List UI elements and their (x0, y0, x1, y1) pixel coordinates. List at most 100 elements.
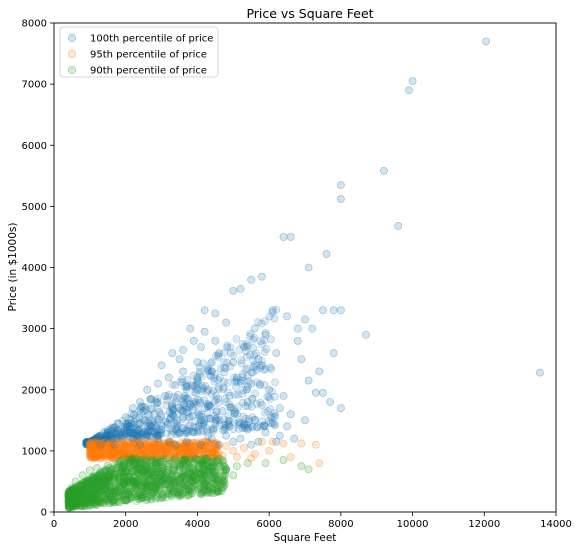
cloud-point (150, 448, 159, 457)
cloud-point (86, 437, 95, 446)
data-point (96, 454, 105, 463)
cloud-point (212, 440, 221, 449)
cloud-point (110, 428, 119, 437)
cloud-point (260, 348, 269, 356)
cloud-point (148, 417, 157, 425)
cloud-point (239, 386, 248, 395)
cloud-point (121, 429, 130, 438)
cloud-point (194, 408, 202, 417)
cloud-point (146, 431, 154, 440)
cloud-point (112, 430, 121, 438)
cloud-point (199, 384, 208, 393)
cloud-point (244, 417, 253, 426)
cloud-point (167, 413, 175, 422)
cloud-point (260, 408, 269, 417)
data-point (240, 343, 248, 351)
data-point (265, 446, 274, 455)
cloud-point (191, 417, 200, 425)
cloud-point (185, 443, 194, 452)
cloud-point (85, 438, 93, 446)
cloud-point (149, 418, 157, 427)
data-point (132, 425, 141, 434)
cloud-point (86, 438, 94, 446)
cloud-point (134, 420, 142, 428)
data-point (379, 167, 388, 175)
cloud-point (182, 385, 191, 394)
cloud-point (178, 424, 187, 433)
cloud-point (108, 443, 117, 452)
cloud-point (125, 430, 134, 439)
cloud-point (93, 436, 102, 445)
cloud-point (174, 390, 182, 399)
data-point (157, 425, 166, 434)
cloud-point (248, 395, 257, 403)
cloud-point (252, 400, 261, 408)
cloud-point (96, 435, 105, 444)
cloud-point (163, 449, 172, 457)
data-point (107, 453, 116, 461)
cloud-point (82, 440, 91, 449)
cloud-point (89, 435, 98, 444)
cloud-point (221, 394, 229, 403)
cloud-point (89, 436, 98, 445)
cloud-point (192, 438, 201, 447)
data-point (250, 416, 259, 425)
cloud-point (204, 366, 213, 375)
cloud-point (197, 445, 206, 454)
cloud-point (186, 399, 194, 408)
cloud-point (219, 377, 228, 386)
data-point (150, 410, 159, 419)
cloud-point (260, 381, 269, 389)
cloud-point (86, 441, 95, 450)
cloud-point (92, 436, 101, 445)
cloud-point (118, 434, 127, 443)
cloud-point (95, 441, 104, 450)
cloud-point (86, 437, 95, 446)
cloud-point (207, 372, 215, 381)
cloud-point (223, 343, 232, 352)
cloud-point (211, 442, 220, 451)
cloud-point (187, 443, 196, 451)
cloud-point (190, 423, 198, 431)
cloud-point (83, 438, 91, 447)
cloud-point (103, 426, 112, 434)
cloud-point (157, 451, 166, 460)
cloud-point (124, 414, 133, 423)
cloud-point (214, 376, 223, 385)
data-point (111, 483, 119, 492)
cloud-point (240, 423, 249, 432)
cloud-point (93, 436, 102, 445)
data-point (146, 395, 155, 403)
data-points (64, 37, 544, 510)
cloud-point (115, 430, 124, 439)
cloud-point (195, 363, 204, 372)
cloud-point (126, 429, 135, 438)
cloud-point (176, 378, 185, 387)
cloud-point (178, 415, 187, 424)
cloud-point (128, 441, 136, 450)
cloud-point (241, 402, 250, 410)
cloud-point (212, 407, 221, 416)
cloud-point (105, 449, 114, 458)
cloud-point (87, 451, 96, 460)
data-point (261, 330, 270, 339)
cloud-point (102, 435, 110, 444)
cloud-point (135, 418, 144, 427)
cloud-point (108, 444, 117, 453)
data-point (179, 442, 187, 451)
cloud-point (122, 452, 130, 461)
cloud-point (258, 417, 267, 426)
cloud-point (197, 372, 206, 381)
cloud-point (146, 450, 155, 458)
cloud-point (215, 373, 224, 382)
cloud-point (207, 425, 216, 434)
cloud-point (117, 427, 126, 436)
cloud-point (178, 407, 187, 416)
data-point (200, 327, 209, 336)
cloud-point (84, 438, 93, 446)
cloud-point (187, 381, 196, 390)
cloud-point (191, 381, 199, 390)
cloud-point (135, 413, 144, 422)
cloud-point (110, 423, 118, 432)
cloud-point (85, 437, 94, 446)
